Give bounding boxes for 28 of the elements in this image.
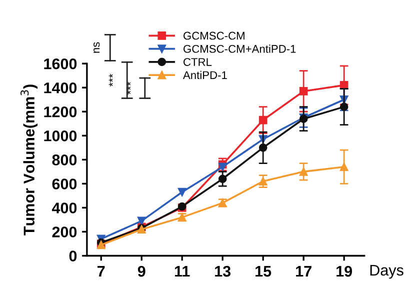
- annotation: ***: [108, 74, 113, 87]
- legend-label: GCMSC-CM: [184, 32, 244, 40]
- x-tick-label: 17: [296, 266, 312, 277]
- point: [178, 188, 186, 196]
- y-tick-label: 0: [69, 250, 77, 262]
- point: [218, 162, 227, 172]
- x-axis-title: Days: [370, 264, 404, 279]
- legend-label: GCMSC-CM+AntiPD-1: [184, 44, 296, 53]
- y-tick-label: 1600: [44, 58, 77, 70]
- x-tick-label: 19: [336, 266, 352, 277]
- x-tick-label: 11: [174, 266, 190, 277]
- x-tick-label: 9: [138, 266, 146, 277]
- point: [137, 216, 146, 226]
- y-tick-label: 1200: [44, 106, 77, 118]
- annotation: ***: [126, 82, 131, 94]
- y-axis-title: Tumor Volume(mm$^{3}$): [20, 84, 38, 236]
- x-tick-label: 15: [256, 266, 272, 277]
- y-tick-label: 1400: [44, 82, 77, 94]
- y-tick-label: 600: [52, 178, 77, 190]
- legend-label: CTRL: [184, 58, 212, 66]
- legend-label: AntiPD-1: [182, 70, 227, 80]
- x-tick-label: 13: [215, 266, 231, 277]
- y-tick-label: 200: [52, 226, 77, 238]
- y-tick-label: 800: [52, 154, 77, 166]
- y-tick-label: 1000: [44, 130, 77, 142]
- text: ns: [94, 42, 100, 53]
- y-tick-label: 400: [52, 202, 77, 214]
- x-tick-label: 7: [98, 266, 105, 277]
